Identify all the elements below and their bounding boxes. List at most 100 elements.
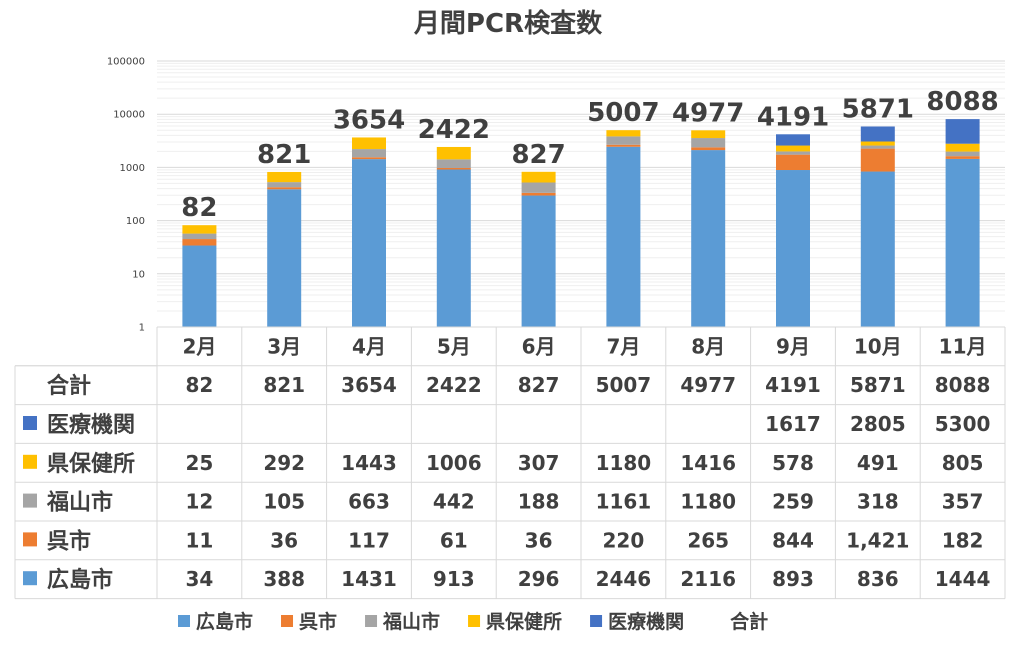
row-legend-key <box>23 416 37 430</box>
bar-segment <box>267 189 302 327</box>
table-cell: 296 <box>518 567 560 591</box>
bar-segment <box>267 182 302 188</box>
y-tick-label: 100 <box>126 216 145 227</box>
total-labels: 82 821 3654 2422 827 5007 4977 4191 5871 8088 <box>181 87 998 223</box>
table-cell: 893 <box>772 567 814 591</box>
bar-segment <box>521 171 556 183</box>
table-cell: 25 <box>185 451 213 475</box>
row-header: 県保健所 <box>47 451 135 477</box>
table-cell: 5007 <box>596 373 652 397</box>
bar-segment <box>606 144 641 147</box>
bar-segment <box>776 145 810 152</box>
total-data-label: 4977 <box>672 98 744 128</box>
category-label: 9月 <box>776 334 810 358</box>
table-cell: 259 <box>772 490 814 514</box>
bar-segment <box>352 159 386 327</box>
bar-segment <box>691 147 726 151</box>
bar-segment <box>267 171 302 183</box>
row-legend-key <box>23 571 37 586</box>
row-legend-key <box>23 454 37 469</box>
table-cell: 1006 <box>426 451 482 475</box>
table-cell: 1617 <box>765 412 821 436</box>
table-cell: 307 <box>518 451 560 475</box>
table-cell: 188 <box>518 490 560 514</box>
category-label: 3月 <box>267 334 301 358</box>
bar-segment <box>521 192 556 196</box>
row-header: 福山市 <box>46 490 113 516</box>
table-cell: 1161 <box>596 490 652 514</box>
table-cell: 36 <box>525 528 553 552</box>
y-tick-label: 10000 <box>113 110 145 121</box>
bar-segment <box>436 159 471 169</box>
bar-segment <box>606 136 641 145</box>
table-cell: 220 <box>603 528 645 552</box>
row-header: 広島市 <box>47 567 113 593</box>
bar-segment <box>691 130 726 139</box>
table-cell: 844 <box>772 528 814 552</box>
category-label: 10月 <box>854 334 902 358</box>
bar-segment <box>860 148 895 172</box>
y-tick-label: 100000 <box>107 57 145 68</box>
category-label: 5月 <box>437 334 471 358</box>
bar-segment <box>436 168 471 170</box>
table-cell: 2446 <box>596 567 652 591</box>
table-cell: 1443 <box>341 451 397 475</box>
bar-segment <box>860 171 895 327</box>
bar-segment <box>521 195 556 327</box>
table-cell: 5300 <box>935 412 991 436</box>
bar-segment <box>606 146 641 327</box>
legend-item: 呉市 <box>299 610 337 633</box>
table-cell: 117 <box>348 528 390 552</box>
table-cell: 442 <box>433 490 475 514</box>
bar-segment <box>352 157 386 160</box>
legend-item: 広島市 <box>196 610 253 633</box>
table-cell: 4977 <box>680 373 736 397</box>
bar-segment <box>352 137 386 150</box>
bar-segment <box>182 239 217 246</box>
table-cell: 805 <box>942 451 984 475</box>
total-data-label: 82 <box>181 193 217 223</box>
bars <box>182 119 980 327</box>
legend-swatch <box>468 615 481 627</box>
table-cell: 663 <box>348 490 390 514</box>
row-header: 呉市 <box>47 528 91 554</box>
bar-segment <box>945 156 980 159</box>
total-data-label: 5007 <box>587 98 659 128</box>
legend-item: 合計 <box>730 610 768 633</box>
bar-segment <box>691 138 726 148</box>
table-cell: 1416 <box>680 451 736 475</box>
table-cell: 357 <box>942 490 984 514</box>
row-legend-key <box>23 532 37 547</box>
bar-segment <box>436 169 471 327</box>
total-data-label: 827 <box>511 140 565 170</box>
table-cell: 318 <box>857 490 899 514</box>
table-cell: 2805 <box>850 412 906 436</box>
table-cell: 1,421 <box>846 528 909 552</box>
bar-segment <box>860 141 895 146</box>
table-cell: 1180 <box>596 451 652 475</box>
category-label: 2月 <box>182 334 216 358</box>
table-cell: 105 <box>263 490 305 514</box>
table-cell: 292 <box>263 451 305 475</box>
total-data-label: 821 <box>257 140 311 170</box>
y-tick-label: 1000 <box>120 163 145 174</box>
bar-segment <box>691 150 726 327</box>
table-cell: 1431 <box>341 567 397 591</box>
table-cell: 5871 <box>850 373 906 397</box>
bar-segment <box>436 146 471 160</box>
bar-segment <box>945 119 980 144</box>
table-cell: 34 <box>185 567 213 591</box>
table-cell: 265 <box>687 528 729 552</box>
bar-segment <box>945 143 980 152</box>
chart-title: 月間PCR検査数 <box>413 9 603 39</box>
table-cell: 36 <box>270 528 298 552</box>
table-cell: 4191 <box>765 373 821 397</box>
table-cell: 913 <box>433 567 475 591</box>
table-cell: 61 <box>440 528 468 552</box>
bar-segment <box>521 182 556 193</box>
bar-segment <box>776 154 810 171</box>
table-cell: 1180 <box>680 490 736 514</box>
legend: 広島市 呉市 福山市 県保健所 医療機関 合計 <box>178 610 768 633</box>
